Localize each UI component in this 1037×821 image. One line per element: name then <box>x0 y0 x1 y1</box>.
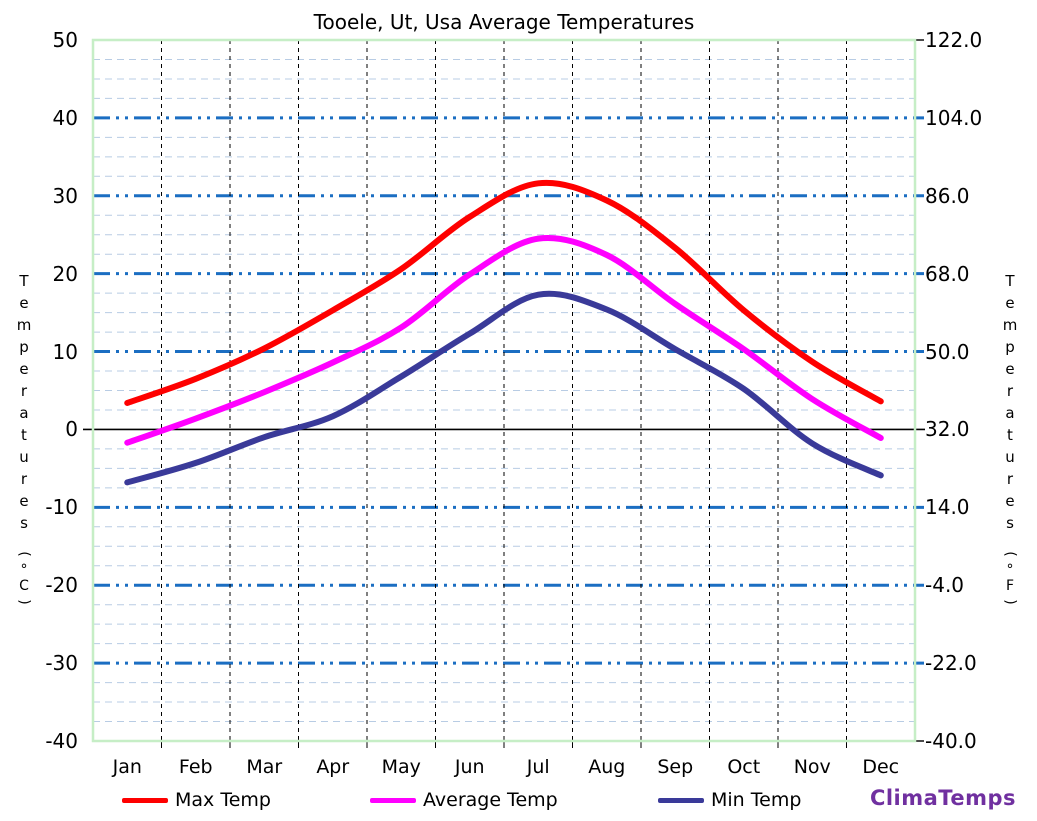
x-tick-label-month: Apr <box>316 756 350 778</box>
axis-title-char: u <box>19 448 29 466</box>
y-tick-label-celsius: 50 <box>52 28 78 52</box>
axis-title-char: r <box>1006 382 1014 400</box>
x-tick-label-month: Feb <box>178 756 213 778</box>
y-tick-label-celsius: 0 <box>65 417 78 442</box>
axis-title-char: e <box>1005 294 1015 312</box>
x-tick-label-month: Jan <box>112 756 142 778</box>
y-tick-label-celsius: -40 <box>45 729 78 753</box>
x-tick-label-month: Mar <box>246 756 283 778</box>
y-tick-label-fahrenheit: 50.0 <box>925 339 970 364</box>
y-tick-label-fahrenheit: 122.0 <box>925 28 983 52</box>
legend-label-average-temp: Average Temp <box>423 789 558 811</box>
min-temp-line-swatch <box>658 797 704 803</box>
axis-title-char: a <box>19 404 29 422</box>
legend-label-max-temp: Max Temp <box>175 789 271 811</box>
axis-title-char: t <box>21 426 27 444</box>
climatemps-logo: ClimaTemps <box>869 786 1016 810</box>
y-tick-label-fahrenheit: -22.0 <box>925 651 977 676</box>
y-tick-label-celsius: -10 <box>45 495 78 520</box>
max-temp-line-swatch <box>122 797 168 803</box>
y-tick-label-celsius: 10 <box>52 339 78 364</box>
axis-title-char: a <box>1005 404 1015 422</box>
axis-title-char: u <box>1005 448 1015 466</box>
axis-title-char: r <box>20 382 28 400</box>
legend-item-min-temp: Min Temp <box>658 789 801 811</box>
axis-title-char: e <box>19 294 29 312</box>
axis-unit-char: F <box>1005 578 1015 594</box>
axis-title-char: e <box>19 360 29 378</box>
axis-title-char: t <box>1007 426 1013 444</box>
axis-title-char: r <box>1006 470 1014 488</box>
legend-item-max-temp: Max Temp <box>122 789 271 811</box>
y-tick-label-fahrenheit: 68.0 <box>925 261 970 286</box>
axis-unit-char: C <box>19 578 29 594</box>
x-tick-label-month: Jun <box>454 756 485 778</box>
y-tick-label-celsius: 20 <box>52 261 78 286</box>
chart-title: Tooele, Ut, Usa Average Temperatures <box>313 10 695 34</box>
axis-title-char: e <box>19 492 29 510</box>
y-tick-label-celsius: 40 <box>52 105 78 130</box>
y-tick-label-fahrenheit: 32.0 <box>925 417 970 442</box>
average-temp-line <box>124 234 884 446</box>
y-tick-label-celsius: -20 <box>45 573 78 598</box>
x-tick-label-month: Nov <box>793 756 831 778</box>
legend-label-min-temp: Min Temp <box>711 789 802 811</box>
axis-title-char: e <box>1005 360 1015 378</box>
y-tick-label-fahrenheit: 104.0 <box>925 105 983 130</box>
legend-item-average-temp: Average Temp <box>370 789 558 811</box>
y-tick-label-celsius: 30 <box>52 183 78 208</box>
axis-title-char: s <box>1006 514 1014 532</box>
y-tick-label-fahrenheit: -4.0 <box>925 573 965 598</box>
axis-title-char: T <box>19 272 29 290</box>
x-tick-label-month: Jul <box>526 756 550 778</box>
axis-unit-char: ° <box>20 562 28 578</box>
axis-title-char: T <box>1005 272 1015 290</box>
axis-title-char: m <box>16 316 32 334</box>
axis-title-char: p <box>1005 338 1015 356</box>
axis-title-char: s <box>20 514 28 532</box>
y-tick-label-fahrenheit: 86.0 <box>925 183 970 208</box>
y-tick-label-fahrenheit: -40.0 <box>925 729 977 753</box>
average-temp-line-swatch <box>370 797 416 803</box>
x-tick-label-month: Oct <box>727 756 761 778</box>
min-temp-line <box>124 290 884 486</box>
axis-unit-char: ° <box>1006 562 1014 578</box>
x-tick-label-month: Aug <box>588 756 626 778</box>
x-tick-label-month: Sep <box>657 756 694 778</box>
axis-title-char: e <box>1005 492 1015 510</box>
axis-title-char: p <box>19 338 29 356</box>
axis-title-char: r <box>20 470 28 488</box>
plot-frame <box>91 38 917 743</box>
axis-title-char: m <box>1002 316 1018 334</box>
y-tick-label-celsius: -30 <box>45 651 78 676</box>
x-tick-label-month: May <box>381 756 421 778</box>
x-tick-label-month: Dec <box>862 756 900 778</box>
max-temp-line <box>124 179 884 406</box>
y-tick-label-fahrenheit: 14.0 <box>925 495 970 520</box>
